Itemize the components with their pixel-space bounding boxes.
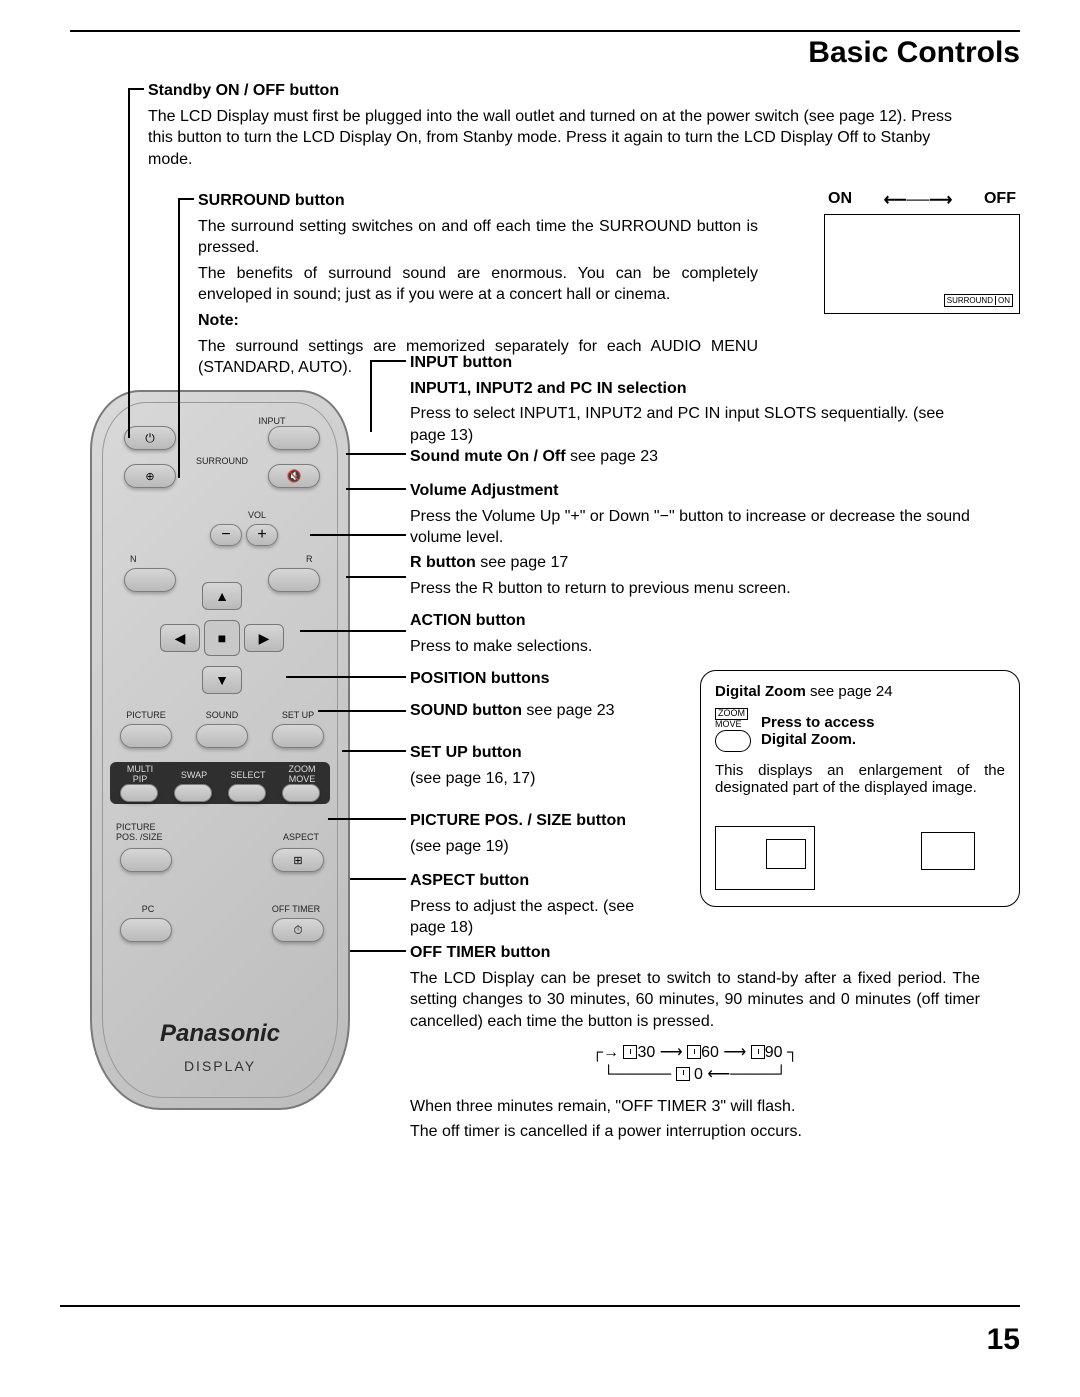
input-button[interactable] bbox=[268, 426, 320, 450]
multipip-button[interactable] bbox=[120, 784, 158, 802]
mute-heading: Sound mute On / Off bbox=[410, 448, 566, 465]
picture-button[interactable] bbox=[120, 724, 172, 748]
action-button[interactable]: ■ bbox=[204, 620, 240, 656]
page-number: 15 bbox=[987, 1323, 1020, 1357]
vol-down-button[interactable]: − bbox=[210, 524, 242, 546]
offtimer-body3: The off timer is cancelled if a power in… bbox=[410, 1121, 980, 1143]
picturepos-label: PICTURE POS. /SIZE bbox=[116, 822, 178, 842]
surround-body1: The surround setting switches on and off… bbox=[198, 216, 758, 259]
setup-heading: SET UP button bbox=[410, 742, 650, 764]
surround-heading: SURROUND button bbox=[198, 190, 758, 212]
vol-label: VOL bbox=[232, 510, 282, 520]
osd-tag2: ON bbox=[998, 296, 1010, 305]
mute-button[interactable]: 🔇 bbox=[268, 464, 320, 488]
multipip-label: MULTI PIP bbox=[120, 764, 160, 784]
surround-body2: The benefits of surround sound are enorm… bbox=[198, 263, 758, 306]
aspect-body: Press to adjust the aspect. (see page 18… bbox=[410, 896, 670, 939]
osd-tag1: SURROUND bbox=[947, 296, 996, 305]
zoom-diagram bbox=[715, 810, 1005, 890]
swap-button[interactable] bbox=[174, 784, 212, 802]
osd-arrow: ⟵──⟶ bbox=[884, 190, 953, 210]
action-body: Press to make selections. bbox=[410, 636, 690, 658]
osd-off: OFF bbox=[984, 190, 1016, 210]
setup-button[interactable] bbox=[272, 724, 324, 748]
offtimer-body2: When three minutes remain, "OFF TIMER 3"… bbox=[410, 1096, 980, 1118]
surround-label: SURROUND bbox=[190, 456, 254, 466]
page-title: Basic Controls bbox=[70, 36, 1020, 70]
zoom-ref: see page 24 bbox=[806, 683, 893, 700]
picture-label: PICTURE bbox=[120, 710, 172, 720]
offtimer-button[interactable]: ⏱ bbox=[272, 918, 324, 942]
digital-zoom-box: Digital Zoom see page 24 ZOOM MOVE Press… bbox=[700, 670, 1020, 907]
dpad: ▲ ▼ ◀ ▶ ■ bbox=[156, 578, 288, 698]
offtimer-cycle: ┌→ 30 ⟶ 60 ⟶ 90 ┐ └───── 0 ⟵────┘ bbox=[410, 1042, 980, 1085]
volume-body: Press the Volume Up "+" or Down "−" butt… bbox=[410, 506, 980, 549]
osd-box: ON ⟵──⟶ OFF SURROUND ON bbox=[824, 190, 1020, 314]
sound-label: SOUND bbox=[196, 710, 248, 720]
picpos-heading: PICTURE POS. / SIZE button bbox=[410, 810, 670, 832]
power-button[interactable]: ⏻ bbox=[124, 426, 176, 450]
standby-body: The LCD Display must first be plugged in… bbox=[148, 106, 978, 171]
sound-heading: SOUND button bbox=[410, 702, 522, 719]
r-body: Press the R button to return to previous… bbox=[410, 578, 980, 600]
setup-body: (see page 16, 17) bbox=[410, 768, 650, 790]
pc-label: PC bbox=[128, 904, 168, 914]
input-subheading: INPUT1, INPUT2 and PC IN selection bbox=[410, 378, 980, 400]
sound-ref: see page 23 bbox=[522, 702, 615, 719]
dpad-left[interactable]: ◀ bbox=[160, 624, 200, 652]
offtimer-body1: The LCD Display can be preset to switch … bbox=[410, 968, 980, 1033]
zoommove-button[interactable] bbox=[282, 784, 320, 802]
input-label: INPUT bbox=[242, 416, 302, 426]
input-heading: INPUT button bbox=[410, 352, 980, 374]
zoom-heading: Digital Zoom bbox=[715, 683, 806, 700]
zoom-body: This displays an enlargement of the desi… bbox=[715, 762, 1005, 796]
input-body: Press to select INPUT1, INPUT2 and PC IN… bbox=[410, 403, 980, 446]
select-label: SELECT bbox=[226, 770, 270, 780]
dpad-up[interactable]: ▲ bbox=[202, 582, 242, 610]
offtimer-label: OFF TIMER bbox=[266, 904, 326, 914]
picpos-body: (see page 19) bbox=[410, 836, 670, 858]
brand-sub: DISPLAY bbox=[92, 1058, 348, 1074]
sound-button[interactable] bbox=[196, 724, 248, 748]
n-label: N bbox=[130, 554, 137, 564]
zoom-label-move: MOVE bbox=[715, 719, 742, 729]
action-heading: ACTION button bbox=[410, 610, 690, 632]
vol-up-button[interactable]: + bbox=[246, 524, 278, 546]
aspect-label: ASPECT bbox=[276, 832, 326, 842]
dpad-right[interactable]: ▶ bbox=[244, 624, 284, 652]
zoom-button-icon bbox=[715, 730, 751, 752]
surround-note-label: Note: bbox=[198, 310, 758, 332]
setup-label: SET UP bbox=[272, 710, 324, 720]
r-ref: see page 17 bbox=[476, 554, 569, 571]
picturepos-button[interactable] bbox=[120, 848, 172, 872]
select-button[interactable] bbox=[228, 784, 266, 802]
pc-button[interactable] bbox=[120, 918, 172, 942]
volume-heading: Volume Adjustment bbox=[410, 480, 980, 502]
mute-ref: see page 23 bbox=[566, 448, 659, 465]
osd-on: ON bbox=[828, 190, 852, 210]
zoom-access-2: Digital Zoom. bbox=[761, 731, 874, 748]
brand-logo: Panasonic bbox=[92, 1020, 348, 1048]
offtimer-heading: OFF TIMER button bbox=[410, 942, 980, 964]
aspect-button[interactable]: ⊞ bbox=[272, 848, 324, 872]
aspect-heading: ASPECT button bbox=[410, 870, 670, 892]
r-heading: R button bbox=[410, 554, 476, 571]
r-label: R bbox=[306, 554, 313, 564]
position-heading: POSITION buttons bbox=[410, 668, 690, 690]
remote-control: ⏻ INPUT ⊕ SURROUND 🔇 VOL − + N R ▲ ▼ ◀ ▶… bbox=[90, 390, 350, 1110]
swap-label: SWAP bbox=[174, 770, 214, 780]
dpad-down[interactable]: ▼ bbox=[202, 666, 242, 694]
zoommove-label: ZOOM MOVE bbox=[282, 764, 322, 784]
zoom-access-1: Press to access bbox=[761, 714, 874, 731]
screen-button[interactable]: ⊕ bbox=[124, 464, 176, 488]
standby-heading: Standby ON / OFF button bbox=[148, 80, 978, 102]
